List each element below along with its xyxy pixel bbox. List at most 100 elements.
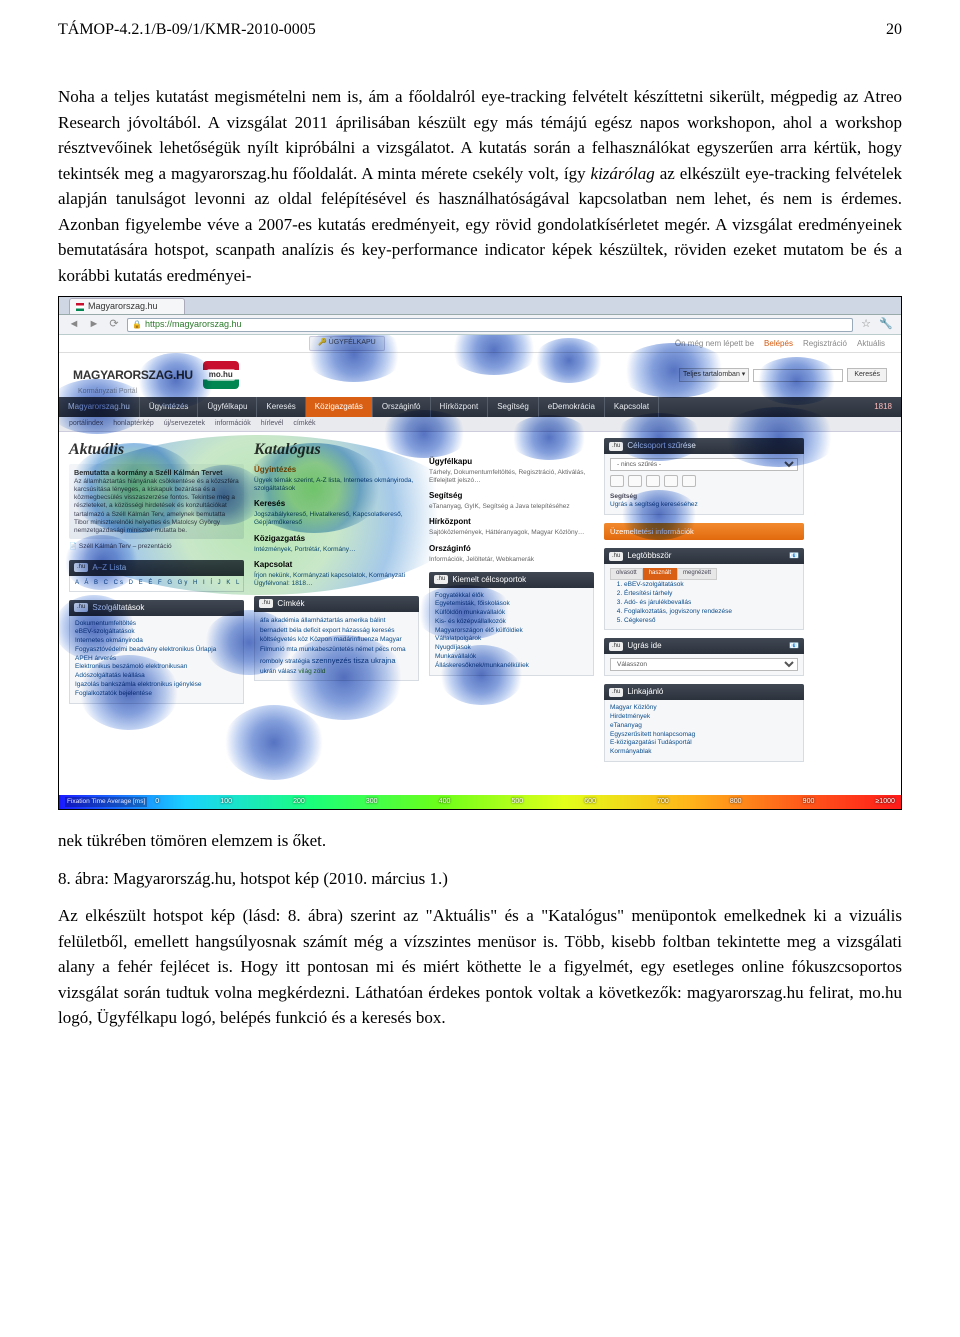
heatmap-spectrum-legend: Fixation Time Average [ms] 0100200300400…: [59, 795, 901, 809]
doc-code: TÁMOP-4.2.1/B-09/1/KMR-2010-0005: [58, 18, 316, 42]
nav-item[interactable]: 1818: [865, 397, 901, 417]
kiemelt-list[interactable]: Fogyatékkal élőkEgyetemisták, főiskoláso…: [429, 588, 594, 676]
legtobbszor-list[interactable]: eBEV-szolgáltatásokÉrtesítési tárhelyAdó…: [610, 580, 798, 625]
nav-item[interactable]: Keresés: [257, 397, 305, 417]
story-body: Az államháztartás hiányának csökkentése …: [74, 478, 239, 534]
celcsoport-body: - nincs szűrés - SegítségUgrás a segítsé…: [604, 454, 804, 515]
nav-item[interactable]: Közigazgatás: [306, 397, 373, 417]
site-tagline: Kormányzati Portál: [78, 387, 137, 398]
szolgaltatasok-header: .huSzolgáltatások: [69, 600, 244, 616]
print-icon[interactable]: [628, 475, 642, 487]
az-list[interactable]: A Á B C Cs D E É F G Gy H I Í J K L M N …: [69, 576, 244, 592]
page-number: 20: [886, 18, 902, 42]
subnav-item[interactable]: címkék: [293, 419, 315, 430]
story-title: Bemutatta a kormány a Széll Kálmán Terve…: [74, 468, 239, 477]
nav-item[interactable]: Országinfó: [373, 397, 431, 417]
subnav-item[interactable]: új/servezetek: [164, 419, 205, 430]
cat-kereses[interactable]: Keresés: [254, 498, 419, 510]
browser-tab[interactable]: Magyarorszag.hu: [69, 298, 185, 314]
figure-caption: 8. ábra: Magyarország.hu, hotspot kép (2…: [58, 866, 902, 892]
ugyfelkapu-badge[interactable]: 🔑 ÜGYFÉLKAPU: [309, 336, 385, 351]
bookmark-icon[interactable]: ☆: [859, 318, 873, 332]
subnav-item[interactable]: honlaptérkép: [113, 419, 153, 430]
search-scope-select[interactable]: Teljes tartalomban ▾: [679, 368, 749, 383]
linkajanlo-list[interactable]: Magyar KözlönyHirdetményekeTananyagEgysz…: [604, 700, 804, 762]
hungary-favicon: [76, 303, 84, 311]
contrast2-icon[interactable]: [682, 475, 696, 487]
cat-kozigazgatas[interactable]: Közigazgatás: [254, 533, 419, 545]
reload-icon[interactable]: ⟳: [107, 318, 121, 332]
page-viewport: 🔑 ÜGYFÉLKAPU Ön még nem lépett be Belépé…: [59, 335, 901, 795]
mohu-logo[interactable]: mo.hu: [203, 361, 239, 389]
hotspot-figure: Magyarorszag.hu ◄ ► ⟳ 🔒 https://magyaror…: [58, 296, 902, 810]
paragraph-1: Noha a teljes kutatást megismételni nem …: [58, 84, 902, 288]
legtobbszor-body: olvasotthasználtmegnézett eBEV-szolgálta…: [604, 564, 804, 630]
uzemeltetesi-bar[interactable]: Üzemeltetési információk: [604, 523, 804, 540]
nav-item[interactable]: Segítség: [488, 397, 539, 417]
legtobbszor-header: .huLegtöbbször📧: [604, 548, 804, 564]
paragraph-3: Az elkészült hotspot kép (lásd: 8. ábra)…: [58, 903, 902, 1031]
lock-icon: 🔒: [132, 319, 142, 331]
cat-orszaginfo[interactable]: Országinfó: [429, 543, 594, 555]
browser-toolbar: ◄ ► ⟳ 🔒 https://magyarorszag.hu ☆ 🔧: [59, 315, 901, 335]
az-list-header: .huA–Z Lista: [69, 560, 244, 576]
nav-item[interactable]: Magyarorszag.hu: [59, 397, 140, 417]
wrench-icon[interactable]: 🔧: [879, 318, 893, 332]
cat-kozigazgatas-desc: Intézmények, Portrétár, Kormány…: [254, 546, 419, 554]
column-katalogus: Katalógus ÜgyintézésÜgyek témák szerint,…: [254, 438, 419, 742]
cat-ugyintezes[interactable]: Ügyintézés: [254, 464, 419, 476]
browser-tabstrip: Magyarorszag.hu: [59, 297, 901, 315]
katalogus-heading: Katalógus: [254, 438, 419, 462]
sub-nav: portálindex honlaptérkép új/servezetek info…: [59, 417, 901, 432]
nav-item[interactable]: eDemokrácia: [539, 397, 605, 417]
nav-item[interactable]: Ügyfélkapu: [198, 397, 257, 417]
nav-item[interactable]: Hírközpont: [431, 397, 489, 417]
brand-row: MAGYARORSZAG.HU mo.hu Kormányzati Portál…: [59, 353, 901, 397]
legtobbszor-tabs[interactable]: olvasotthasználtmegnézett: [610, 568, 798, 580]
subnav-item[interactable]: információk: [215, 419, 251, 430]
text-size-icon[interactable]: [610, 475, 624, 487]
tab-title: Magyarorszag.hu: [88, 300, 158, 314]
nav-item[interactable]: Kapcsolat: [605, 397, 659, 417]
browser-window: Magyarorszag.hu ◄ ► ⟳ 🔒 https://magyaror…: [58, 296, 902, 810]
subnav-item[interactable]: hírlevél: [261, 419, 284, 430]
szolgaltatasok-list[interactable]: DokumentumfeltöltéseBEV-szolgáltatásokIn…: [69, 616, 244, 704]
seg-title: Segítség: [610, 493, 637, 500]
celcsoport-select[interactable]: - nincs szűrés -: [610, 458, 798, 471]
aktualis-heading: Aktuális: [69, 438, 244, 462]
nav-item[interactable]: Ügyintézés: [140, 397, 199, 417]
register-link[interactable]: Regisztráció: [803, 338, 847, 350]
search-input[interactable]: [753, 369, 843, 382]
login-link[interactable]: Belépés: [764, 338, 793, 350]
back-icon[interactable]: ◄: [67, 318, 81, 332]
subnav-item[interactable]: portálindex: [69, 419, 103, 430]
cat-ugyfelkapu-desc: Tárhely, Dokumentumfeltöltés, Regisztrác…: [429, 469, 594, 485]
cat-segitseg[interactable]: Segítség: [429, 490, 594, 502]
ugras-body: Válasszon: [604, 654, 804, 676]
contrast-icon[interactable]: [664, 475, 678, 487]
cat-ugyfelkapu[interactable]: Ügyfélkapu: [429, 456, 594, 468]
cat-orszaginfo-desc: Információk, Jelöltetár, Webkamerák: [429, 556, 594, 564]
spectrum-label: Fixation Time Average [ms]: [65, 797, 147, 807]
login-status: Ön még nem lépett be: [675, 338, 754, 350]
celcsoport-header: .huCélcsoport szűrése: [604, 438, 804, 454]
cat-kereses-desc: Jogszabálykereső, Hivatalkereső, Kapcsol…: [254, 511, 419, 527]
lead-story[interactable]: Bemutatta a kormány a Széll Kálmán Terve…: [69, 464, 244, 539]
cat-hirkozpont[interactable]: Hírközpont: [429, 516, 594, 528]
cimkek-cloud[interactable]: áfa akadémia államháztartás amerika báli…: [254, 612, 419, 682]
cat-ugyintezes-desc: Ügyek témák szerint, A-Z lista, Internet…: [254, 477, 419, 493]
search-button[interactable]: Keresés: [847, 368, 887, 383]
news-link[interactable]: Aktuális: [857, 338, 885, 350]
cat-kapcsolat[interactable]: Kapcsolat: [254, 559, 419, 571]
site-logo-text[interactable]: MAGYARORSZAG.HU: [73, 366, 193, 384]
seg-body[interactable]: Ugrás a segítség kereséséhez: [610, 501, 698, 508]
accessibility-icon[interactable]: [646, 475, 660, 487]
linkajanlo-header: .huLinkajánló: [604, 684, 804, 700]
ugras-select[interactable]: Válasszon: [610, 658, 798, 671]
column-3: ÜgyfélkapuTárhely, Dokumentumfeltöltés, …: [429, 438, 594, 742]
story-attachment-link[interactable]: 📄 Széll Kálmán Terv – prezentáció: [69, 542, 244, 552]
cimkek-header: .huCímkék: [254, 596, 419, 612]
forward-icon[interactable]: ►: [87, 318, 101, 332]
address-bar[interactable]: 🔒 https://magyarorszag.hu: [127, 318, 853, 332]
top-utility-bar: 🔑 ÜGYFÉLKAPU Ön még nem lépett be Belépé…: [59, 335, 901, 353]
